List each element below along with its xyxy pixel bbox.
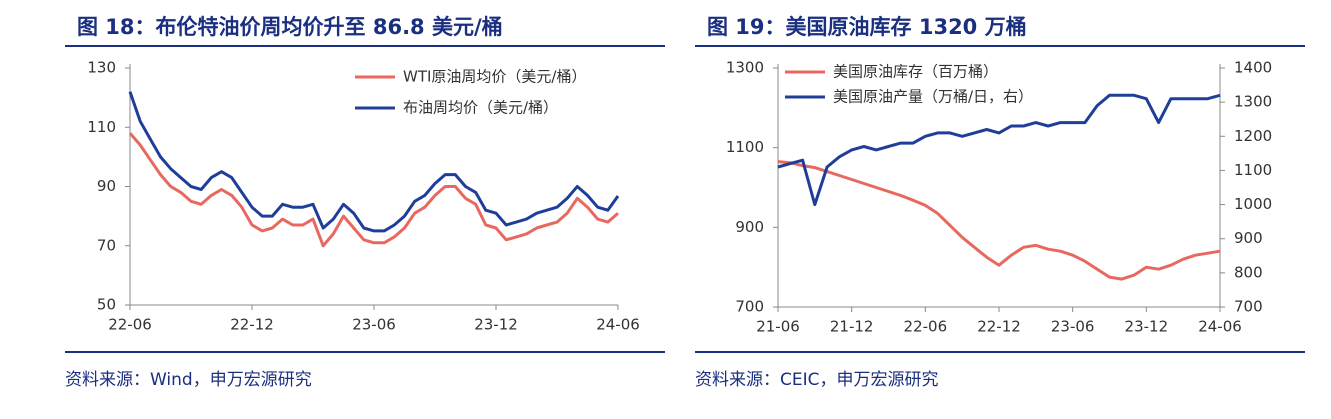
y2-tick-label: 1400: [1234, 59, 1272, 77]
y-tick-label: 110: [87, 118, 116, 136]
x-tick-label: 22-06: [108, 316, 152, 334]
y2-tick-label: 900: [1234, 229, 1263, 247]
y-tick-label: 900: [735, 218, 764, 236]
y-tick-label: 70: [97, 236, 116, 254]
x-tick-label: 23-06: [1051, 318, 1095, 336]
x-tick-label: 24-06: [596, 316, 640, 334]
y2-tick-label: 1200: [1234, 127, 1272, 145]
x-tick-label: 22-12: [230, 316, 274, 334]
chart-title: 图 18：布伦特油价周均价升至 86.8 美元/桶: [77, 15, 503, 39]
series-line: [128, 91, 620, 233]
series-line: [777, 160, 1221, 281]
y2-tick-label: 800: [1234, 263, 1263, 281]
y2-tick-label: 1300: [1234, 93, 1272, 111]
x-tick-label: 22-06: [904, 318, 948, 336]
legend-label: 布油周均价（美元/桶）: [403, 99, 558, 117]
y-tick-label: 50: [97, 296, 116, 314]
series-line: [128, 132, 619, 248]
source-note: 资料来源：Wind，申万宏源研究: [65, 370, 312, 390]
legend-label: 美国原油库存（百万桶）: [833, 63, 998, 81]
y-tick-label: 90: [97, 177, 116, 195]
y-tick-label: 700: [735, 298, 764, 316]
legend-label: 美国原油产量（万桶/日，右）: [833, 88, 1033, 106]
y-tick-label: 1300: [726, 59, 764, 77]
x-tick-label: 21-06: [756, 318, 800, 336]
legend-label: WTI原油周均价（美元/桶）: [403, 68, 586, 86]
y-tick-label: 1100: [726, 138, 764, 156]
y2-tick-label: 1000: [1234, 195, 1272, 213]
x-tick-label: 24-06: [1198, 318, 1242, 336]
y2-tick-label: 700: [1234, 298, 1263, 316]
y-tick-label: 130: [87, 59, 116, 77]
y2-tick-label: 1100: [1234, 161, 1272, 179]
x-tick-label: 23-12: [1125, 318, 1169, 336]
chart-title: 图 19：美国原油库存 1320 万桶: [707, 15, 1027, 39]
x-tick-label: 23-12: [474, 316, 518, 334]
series-line: [777, 93, 1221, 207]
source-note: 资料来源：CEIC，申万宏源研究: [695, 370, 939, 390]
x-tick-label: 21-12: [830, 318, 874, 336]
x-tick-label: 22-12: [977, 318, 1021, 336]
x-tick-label: 23-06: [352, 316, 396, 334]
